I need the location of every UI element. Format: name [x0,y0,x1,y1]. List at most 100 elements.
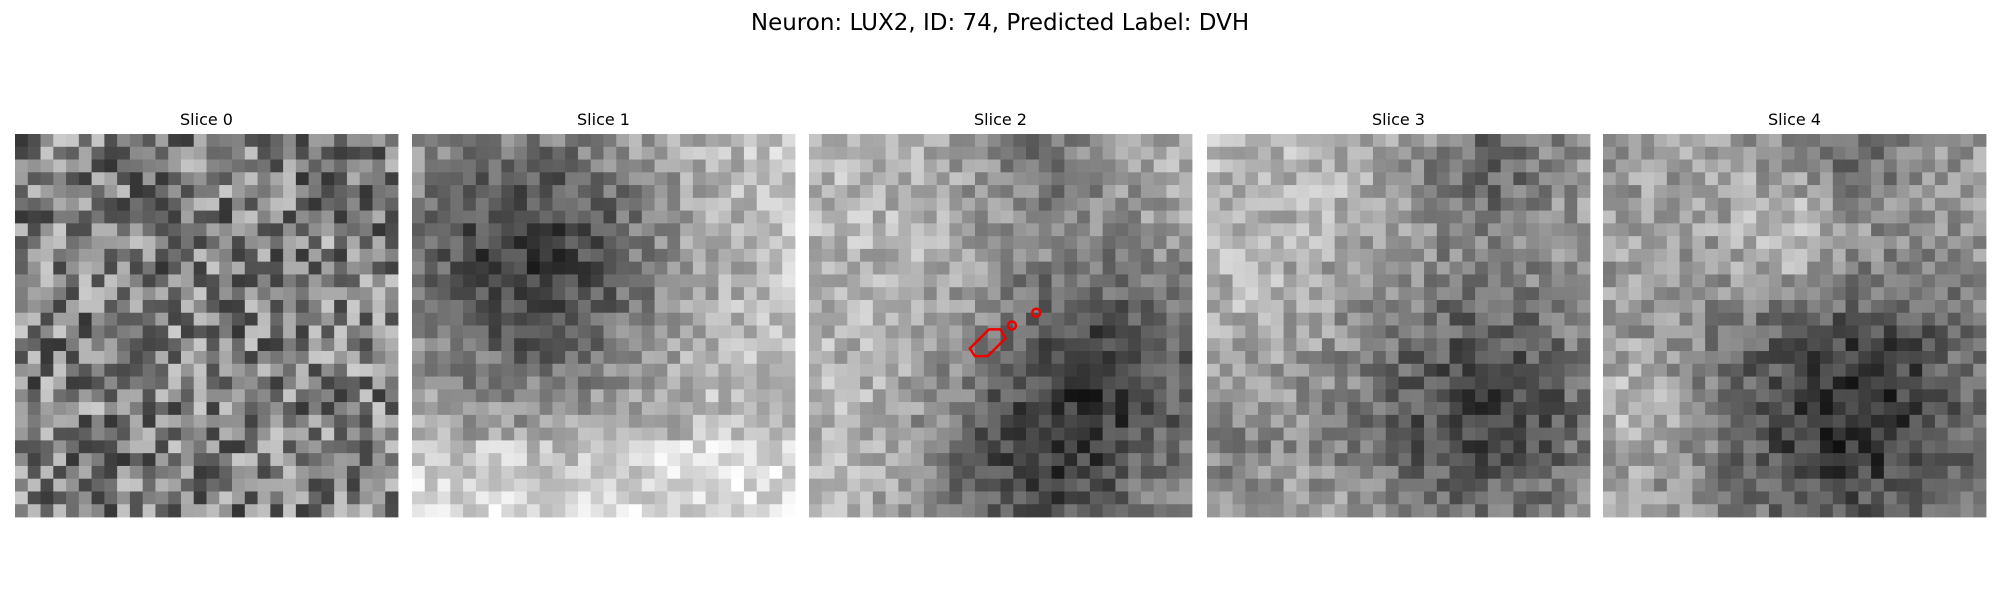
pixel [667,223,681,237]
pixel [1717,210,1732,224]
pixel [834,363,848,377]
pixel [987,261,1001,275]
pixel [129,363,144,377]
pixel [475,491,489,505]
pixel [180,197,195,211]
pixel [27,402,41,416]
pixel [1615,465,1629,480]
pixel [1807,146,1821,160]
pixel [1321,376,1336,390]
pixel [1628,465,1642,480]
pixel [1347,338,1361,352]
pixel [53,185,67,199]
pixel [1641,389,1655,403]
pixel [15,402,29,416]
pixel [53,338,67,352]
pixel [1909,325,1923,339]
pixel [1258,261,1272,275]
pixel [346,414,361,429]
pixel [1347,261,1361,275]
pixel [1743,197,1757,211]
pixel [1219,287,1233,301]
pixel [514,427,528,441]
pixel [206,146,220,160]
pixel [437,491,451,505]
pixel [1207,248,1221,263]
pixel [1398,376,1412,390]
pixel [1411,351,1425,365]
pixel [1089,210,1104,224]
pixel [1462,248,1476,263]
pixel [872,185,886,199]
pixel [1705,504,1719,518]
pixel [1717,134,1732,148]
pixel [654,287,668,301]
pixel [117,351,131,365]
pixel [1245,453,1259,467]
pixel [142,299,156,314]
pixel [1743,440,1757,454]
pixel [424,223,438,237]
pixel [860,185,874,199]
pixel [1730,172,1744,186]
pixel [1051,236,1065,250]
pixel [1140,504,1155,518]
pixel [1603,223,1617,237]
pixel [552,351,566,365]
pixel [718,325,732,339]
pixel [488,504,502,518]
pixel [27,197,41,211]
pixel [514,504,528,518]
pixel [1245,223,1259,237]
pixel [1615,338,1629,352]
pixel [1013,261,1027,275]
pixel [1207,274,1221,288]
pixel [1385,363,1399,377]
pixel [743,376,758,390]
pixel [834,299,848,314]
pixel [1628,146,1642,160]
pixel [1411,376,1425,390]
pixel [949,312,963,326]
pixel [1564,248,1578,263]
pixel [1832,223,1846,237]
pixel [40,414,54,429]
pixel [129,376,144,390]
pixel [1820,414,1834,429]
pixel [78,376,92,390]
pixel [1245,427,1259,441]
pixel [1166,287,1180,301]
pixel [1513,146,1527,160]
pixel [782,440,796,454]
pixel [1717,325,1732,339]
pixel [1820,287,1834,301]
pixel [987,325,1001,339]
pixel [756,287,770,301]
pixel [359,363,373,377]
pixel [1207,427,1221,441]
pixel [1487,185,1502,199]
pixel [1462,312,1476,326]
pixel [987,389,1001,403]
pixel [603,427,617,441]
pixel [1128,491,1142,505]
pixel [1258,427,1272,441]
pixel [1743,491,1757,505]
pixel [923,414,938,429]
pixel [1896,185,1910,199]
pixel [641,299,655,314]
pixel [1219,325,1233,339]
pixel [1321,402,1336,416]
pixel [1615,478,1629,492]
pixel [898,299,912,314]
pixel [1922,223,1936,237]
pixel [1372,223,1387,237]
pixel [53,491,67,505]
pixel [1038,134,1052,148]
pixel [936,453,950,467]
pixel [1922,248,1936,263]
pixel [1820,274,1834,288]
pixel [809,172,823,186]
pixel [475,172,489,186]
pixel [860,427,874,441]
